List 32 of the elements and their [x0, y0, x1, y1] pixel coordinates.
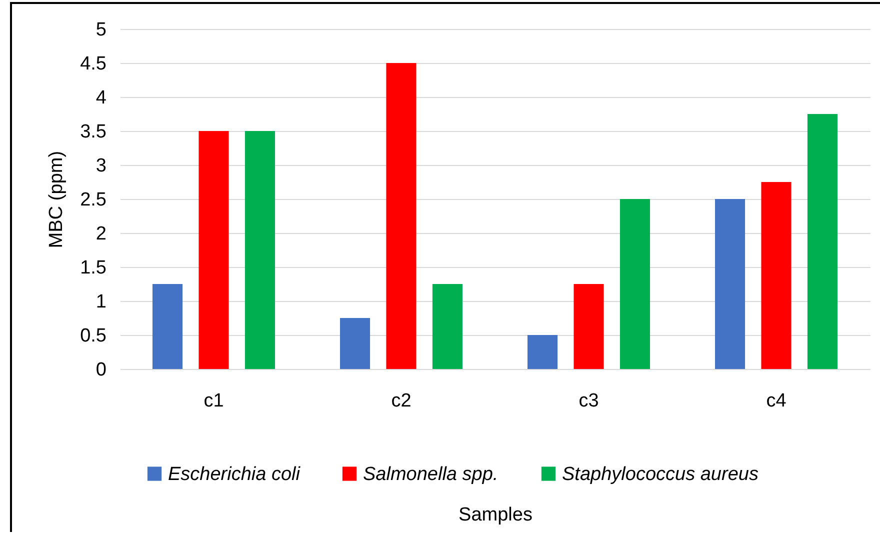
- y-tick-label: 2.5: [80, 190, 106, 210]
- legend-label: Staphylococcus aureus: [562, 464, 759, 485]
- y-tick-label: 4.5: [80, 54, 106, 74]
- bar: [714, 199, 746, 369]
- y-tick-label: 2: [96, 224, 106, 244]
- y-tick-label: 0: [96, 360, 106, 380]
- y-tick-label: 0.5: [80, 326, 106, 346]
- bar: [386, 63, 416, 369]
- x-tick-label: c3: [578, 390, 599, 412]
- bar: [807, 114, 838, 369]
- y-tick-label: 1.5: [80, 258, 106, 278]
- x-tick-label: c4: [766, 390, 787, 412]
- y-tick-label: 5: [96, 20, 106, 40]
- x-axis-title: Samples: [458, 504, 532, 526]
- y-tick-label: 1: [96, 292, 106, 312]
- y-tick-label: 3: [96, 156, 106, 176]
- bar: [761, 182, 792, 369]
- y-axis-title: MBC (ppm): [46, 150, 68, 248]
- bar: [620, 199, 650, 369]
- bar: [527, 335, 558, 369]
- legend-label: Salmonella spp.: [363, 464, 498, 485]
- y-tick-label: 3.5: [80, 122, 106, 142]
- bar: [198, 131, 229, 369]
- bar: [574, 284, 604, 369]
- y-tick-label: 4: [96, 88, 107, 108]
- bar: [432, 284, 463, 369]
- x-tick-label: c1: [204, 390, 224, 412]
- x-tick-label: c2: [391, 390, 412, 412]
- bar: [152, 284, 183, 369]
- bar: [244, 131, 276, 369]
- bar: [340, 318, 370, 369]
- legend-label: Escherichia coli: [168, 464, 301, 485]
